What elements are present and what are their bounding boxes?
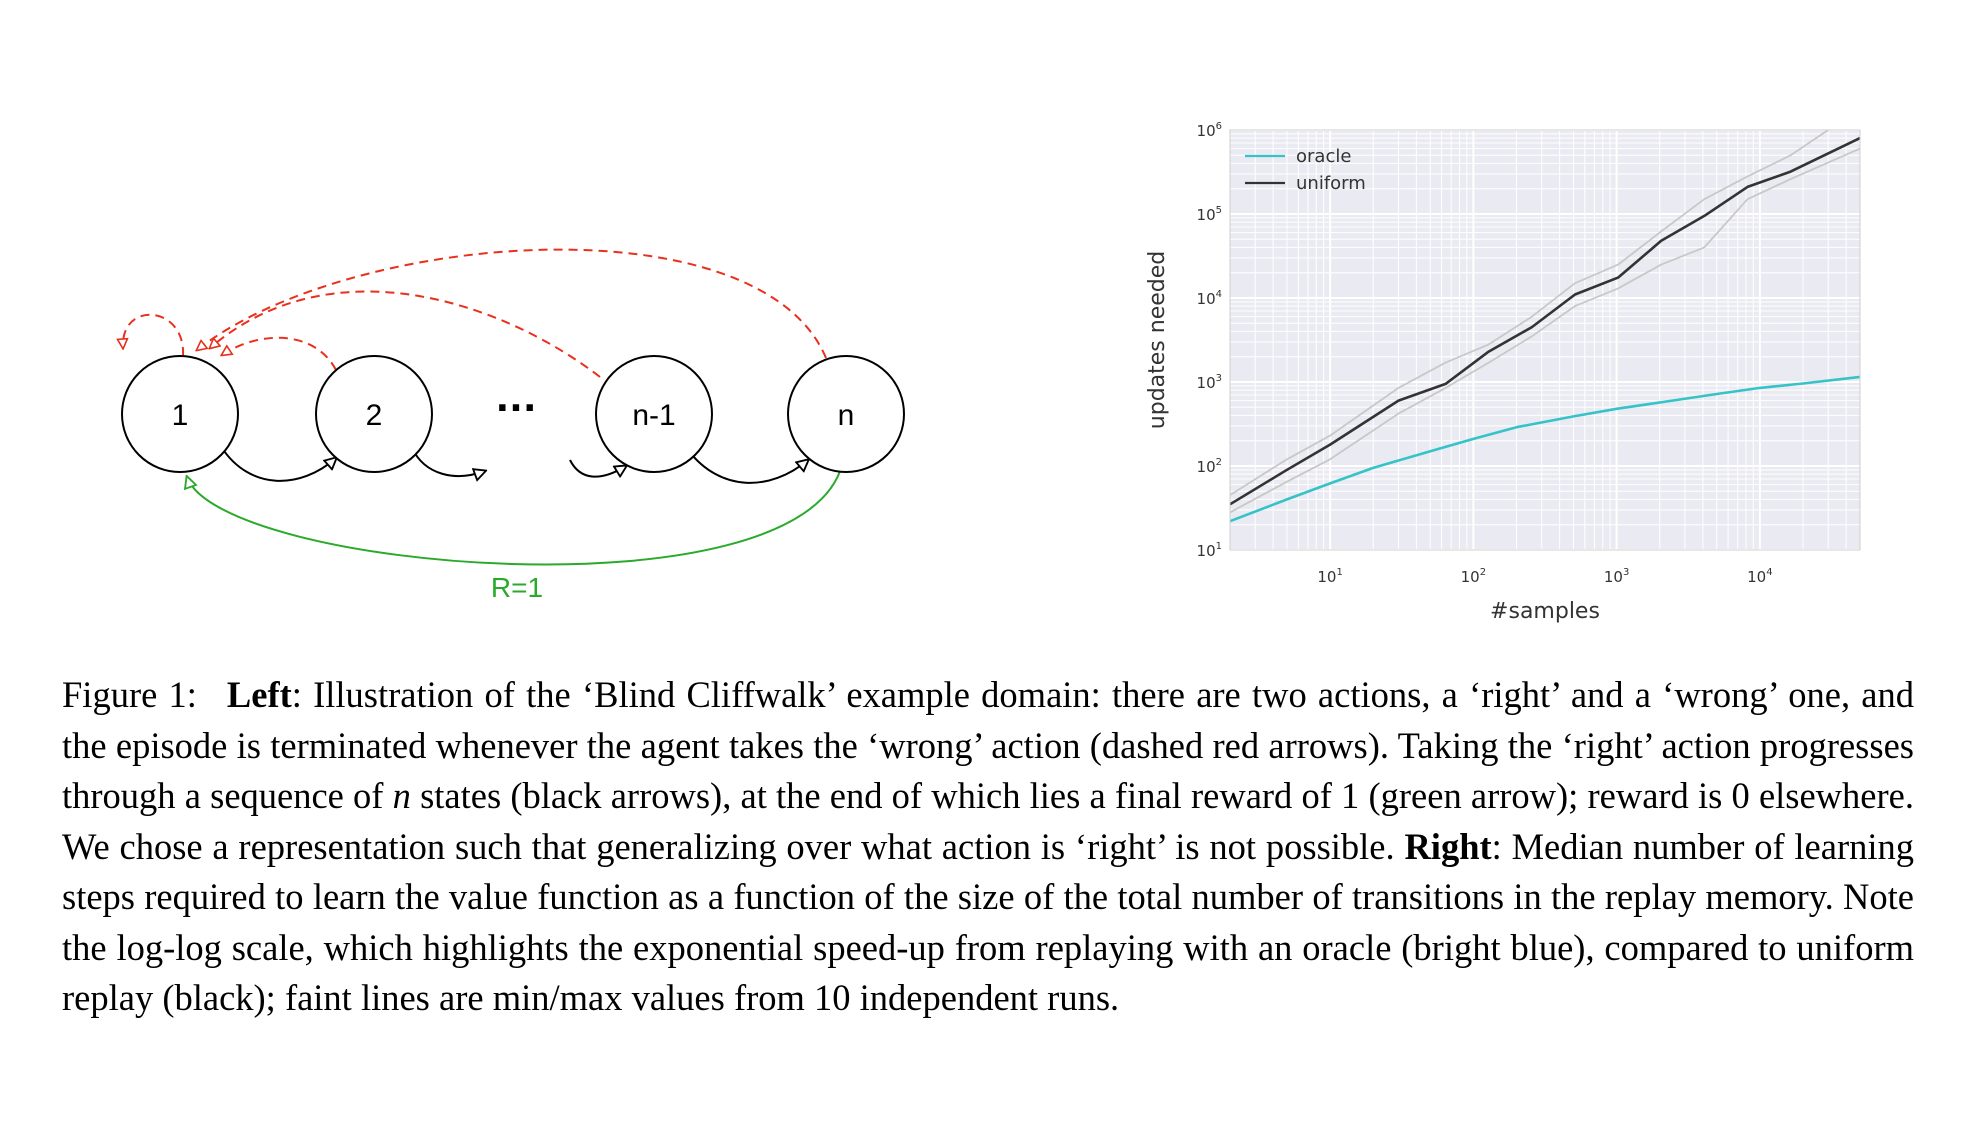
series-line-uniform bbox=[1229, 136, 1861, 506]
state-node-1-label: 1 bbox=[172, 399, 189, 432]
figure-caption: Figure 1: Left: Illustration of the ‘Blin… bbox=[62, 670, 1914, 1024]
state-node-2-label: 2 bbox=[366, 399, 383, 432]
caption-label: Figure 1: bbox=[62, 674, 197, 715]
x-tick-label: 101 bbox=[1317, 567, 1342, 586]
plot-background bbox=[1230, 130, 1860, 550]
right-arrow-1-to-2 bbox=[221, 447, 336, 482]
state-node-n-label: n bbox=[838, 399, 855, 432]
y-tick-label: 106 bbox=[1197, 121, 1222, 140]
right-arrow-ellipsis-to-n-1 bbox=[569, 459, 626, 477]
reward-label: R=1 bbox=[491, 572, 543, 603]
x-tick-label: 102 bbox=[1461, 567, 1486, 586]
right-arrow-n-1-to-n bbox=[687, 449, 808, 484]
reward-arrow bbox=[187, 464, 843, 566]
series-line-uniform-max bbox=[1229, 129, 1829, 496]
caption-right-heading: Right bbox=[1404, 825, 1492, 867]
wrong-arrow-from-n bbox=[197, 248, 827, 359]
plot-frame bbox=[1229, 129, 1861, 551]
caption-left-heading: Left bbox=[226, 674, 292, 715]
caption-part-2: states (black arrows), at the end of whi… bbox=[62, 775, 1914, 867]
x-axis-label: #samples bbox=[1490, 599, 1600, 624]
state-node-n: n bbox=[787, 355, 905, 473]
y-tick-label: 105 bbox=[1197, 205, 1222, 224]
right-arrow-2-to-ellipsis bbox=[411, 447, 485, 476]
caption-part-3: : Median number of learning steps requir… bbox=[62, 825, 1914, 1019]
x-tick-label: 103 bbox=[1604, 567, 1629, 586]
state-node-n-minus-1: n-1 bbox=[595, 355, 713, 473]
grid-lines bbox=[1229, 129, 1861, 551]
state-node-1: 1 bbox=[121, 355, 239, 473]
right-action-arrows bbox=[221, 447, 808, 484]
legend-oracle-label: oracle bbox=[1296, 146, 1351, 167]
ellipsis: ··· bbox=[495, 388, 536, 429]
state-node-n-minus-1-label: n-1 bbox=[632, 399, 675, 432]
y-tick-label: 103 bbox=[1197, 373, 1222, 392]
y-tick-label: 101 bbox=[1197, 541, 1222, 560]
wrong-action-arrows bbox=[123, 248, 827, 378]
tick-labels: 101 102 103 104 101 102 103 104 105 106 bbox=[1197, 121, 1773, 586]
wrong-arrow-from-n-1 bbox=[210, 290, 601, 378]
y-tick-label: 102 bbox=[1197, 457, 1222, 476]
y-tick-label: 104 bbox=[1197, 289, 1222, 308]
legend: oracle uniform bbox=[1245, 146, 1366, 194]
x-tick-label: 104 bbox=[1747, 567, 1772, 586]
wrong-arrow-from-2 bbox=[222, 336, 337, 371]
state-node-2: 2 bbox=[315, 355, 433, 473]
caption-n-symbol: n bbox=[392, 775, 411, 816]
series-lines bbox=[1229, 129, 1861, 523]
legend-uniform-label: uniform bbox=[1296, 173, 1366, 194]
series-line-oracle bbox=[1229, 375, 1861, 523]
y-axis-label: updates needed bbox=[1145, 251, 1170, 429]
caption-part-1: : Illustration of the ‘Blind Cliffwalk’ … bbox=[62, 674, 1914, 816]
series-line-uniform-min bbox=[1229, 147, 1861, 514]
wrong-arrow-self-loop bbox=[123, 313, 185, 357]
